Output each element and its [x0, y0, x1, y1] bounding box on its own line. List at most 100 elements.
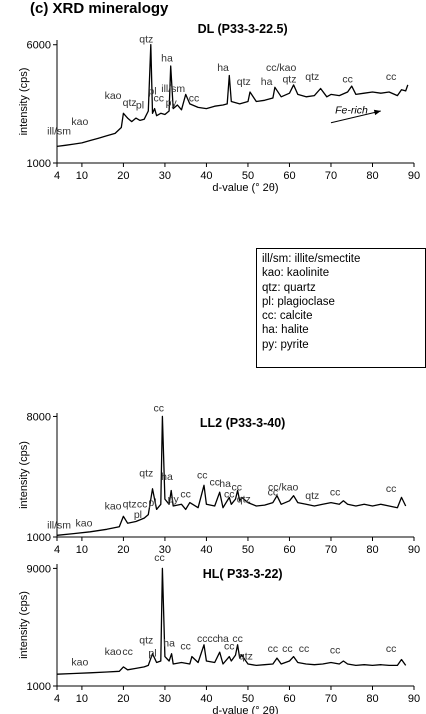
peak-label: cc	[282, 643, 293, 655]
peak-label: cc/kao	[266, 62, 297, 74]
x-tick-label: 50	[242, 693, 254, 705]
x-tick-label: 40	[200, 693, 212, 705]
x-tick-label: 80	[366, 170, 378, 182]
legend-item: cc: calcite	[262, 310, 313, 323]
annotation-label: Fe-rich	[335, 104, 368, 116]
xrd-panel: 1000 9000 4 10 20 30 40 50 60 70 80 90 intensity (cp…	[18, 552, 420, 714]
legend-item: ill/sm: illite/smectite	[262, 253, 361, 265]
peak-label: ha	[217, 633, 229, 645]
x-tick-label: 4	[54, 693, 60, 705]
peak-label: cc	[209, 476, 220, 488]
x-tick-label: 90	[408, 170, 420, 182]
x-tick-label: 40	[200, 170, 212, 182]
x-tick-label: 4	[54, 170, 60, 182]
y-tick-label: 1000	[27, 681, 51, 693]
peak-label: cc	[386, 483, 397, 495]
peak-label: cc	[189, 93, 200, 105]
peak-label: cc	[197, 633, 208, 645]
peak-label: qtz	[305, 71, 319, 83]
y-axis-label: intensity (cps)	[18, 441, 30, 509]
peak-label: cc	[268, 643, 279, 655]
x-tick-label: 4	[54, 544, 60, 556]
x-tick-label: 70	[325, 693, 337, 705]
peak-label: cc	[154, 552, 165, 564]
peak-label: qtz	[282, 74, 296, 86]
peak-label: pl	[134, 509, 142, 521]
legend-item: kao: kaolinite	[262, 267, 330, 280]
peak-label: cc	[224, 640, 235, 652]
legend-item: pl: plagioclase	[262, 295, 335, 308]
xrd-series-line	[56, 415, 407, 536]
peak-label: ill/sm	[161, 83, 185, 95]
peak-label: kao	[105, 646, 122, 658]
x-tick-label: 20	[117, 170, 129, 182]
peak-label: kao	[76, 518, 93, 530]
xrd-panel: 1000 6000 4 10 20 30 40 50 60 70 80 90 intensity (cp…	[18, 22, 420, 194]
peak-label: pl	[148, 85, 156, 97]
peak-label: ha	[161, 471, 173, 483]
peak-label: pl	[148, 497, 156, 509]
peak-label: ha	[217, 62, 229, 74]
peak-label: qtz	[237, 494, 251, 506]
x-tick-label: 30	[159, 170, 171, 182]
x-tick-label: 80	[366, 693, 378, 705]
x-tick-label: 60	[283, 544, 295, 556]
peak-label: qtz	[123, 97, 137, 109]
x-tick-label: 60	[283, 693, 295, 705]
x-tick-label: 70	[325, 544, 337, 556]
peak-label: ha	[219, 478, 231, 490]
x-tick-label: 50	[242, 170, 254, 182]
y-tick-label: 1000	[27, 532, 51, 544]
xrd-series-line	[56, 44, 409, 148]
x-tick-label: 60	[283, 170, 295, 182]
peak-label: cc	[386, 71, 397, 83]
legend-item: qtz: quartz	[262, 281, 316, 294]
peak-label: ill/sm	[47, 126, 71, 138]
peak-label: qtz	[139, 634, 153, 646]
peak-label: cc	[197, 469, 208, 481]
peak-label: ha	[161, 52, 173, 64]
peak-label: cc	[342, 74, 353, 86]
x-axis-label: d-value (° 2θ)	[212, 182, 278, 194]
x-tick-label: 10	[76, 170, 88, 182]
peak-label: kao	[71, 656, 88, 668]
peak-label: cc	[224, 488, 235, 500]
x-tick-label: 50	[242, 544, 254, 556]
legend-item: py: pyrite	[262, 338, 309, 351]
peak-label: kao	[71, 116, 88, 128]
peak-label: qtz	[305, 490, 319, 502]
x-axis-label: d-value (° 2θ)	[212, 705, 278, 714]
y-axis-label: intensity (cps)	[18, 68, 30, 136]
peak-label: cc	[330, 487, 341, 499]
legend-item: ha: halite	[262, 324, 309, 337]
peak-label: cc	[330, 645, 341, 657]
peak-label: py	[166, 97, 178, 109]
y-tick-label: 9000	[27, 563, 51, 575]
peak-label: cc	[268, 487, 279, 499]
peak-label: ha	[261, 76, 273, 88]
x-tick-label: 80	[366, 544, 378, 556]
x-tick-label: 20	[117, 693, 129, 705]
panel-title: LL2 (P33-3-40)	[200, 416, 285, 430]
x-tick-label: 90	[408, 544, 420, 556]
peak-label: pl	[136, 100, 144, 112]
x-tick-label: 40	[200, 544, 212, 556]
x-tick-label: 70	[325, 170, 337, 182]
peak-label: cc/kao	[268, 482, 299, 494]
peak-label: cc	[207, 633, 218, 645]
panel-title: HL( P33-3-22)	[203, 567, 283, 581]
peak-label: cc	[153, 402, 164, 414]
y-axis-label: intensity (cps)	[18, 591, 30, 659]
y-tick-label: 6000	[27, 40, 51, 52]
panel-title: DL (P33-3-22.5)	[198, 22, 288, 36]
peak-label: cc	[153, 93, 164, 105]
xrd-series-line	[56, 567, 407, 675]
x-tick-label: 10	[76, 693, 88, 705]
peak-label: qtz	[139, 33, 153, 45]
peak-label: qtz	[139, 468, 153, 480]
peak-label: ha	[163, 637, 175, 649]
peak-label: ill/sm	[47, 519, 71, 531]
peak-label: qtz	[237, 76, 251, 88]
peak-label: cc	[180, 488, 191, 500]
